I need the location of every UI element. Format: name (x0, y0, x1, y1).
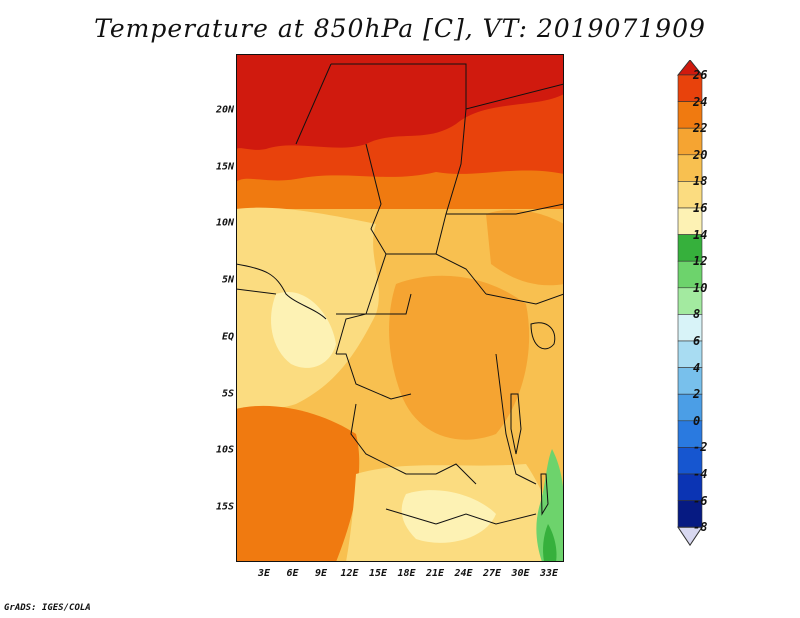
colorbar-segment (677, 74, 703, 102)
colorbar-segment (677, 473, 703, 501)
map-frame (236, 54, 564, 562)
colorbar-segment (677, 127, 703, 156)
colorbar-tick-label: 20 (693, 147, 708, 162)
colorbar-segment (677, 181, 703, 209)
colorbar-segment (677, 260, 703, 289)
latitude-label: 5S (221, 388, 234, 399)
colorbar-tick-label: -6 (693, 493, 708, 508)
temp-region-southeast-10 (536, 449, 564, 562)
chart-title: Temperature at 850hPa [C], VT: 201907190… (94, 14, 706, 43)
colorbar-tick-label: -4 (693, 467, 708, 481)
colorbar-segment (677, 314, 703, 342)
latitude-label: 15S (215, 501, 234, 513)
longitude-label: 6E (286, 568, 299, 579)
longitude-label: 15E (368, 568, 388, 579)
country-borders (236, 63, 564, 525)
colorbar-tick-label: 8 (693, 307, 701, 322)
colorbar (676, 60, 704, 547)
colorbar-segment (677, 500, 703, 528)
colorbar-tick-label: -2 (693, 440, 708, 455)
latitude-label: 10N (215, 217, 234, 229)
colorbar-tick-label: 6 (693, 334, 701, 348)
colorbar-tick-label: 0 (693, 413, 701, 428)
lake-tanganyika (510, 393, 522, 455)
colorbar-tick-label: 18 (693, 174, 708, 189)
colorbar-segment (677, 420, 703, 448)
latitude-label: 15N (215, 161, 234, 173)
lake-malawi (540, 473, 549, 516)
colorbar-segment (677, 287, 703, 315)
credit-label: GrADS: IGES/COLA (4, 603, 91, 613)
map-canvas (236, 54, 564, 562)
latitude-label: 10S (215, 444, 234, 456)
colorbar-tick-label: 26 (693, 68, 708, 82)
temp-region-south-14 (401, 490, 496, 543)
colorbar-segment (677, 154, 703, 182)
colorbar-segment (677, 207, 703, 235)
colorbar-segment (677, 447, 703, 475)
colorbar-segment (677, 340, 703, 368)
longitude-label: 30E (511, 568, 530, 579)
longitude-label: 9E (314, 568, 328, 579)
colorbar-segment (677, 367, 703, 395)
latitude-label: EQ (221, 331, 234, 343)
temp-region-west-14 (271, 292, 336, 368)
temp-region-east-20 (486, 209, 564, 286)
longitude-label: 21E (425, 568, 445, 579)
colorbar-tick-label: 12 (693, 254, 708, 269)
temperature-map (236, 54, 564, 562)
temp-region-central-20 (389, 275, 530, 440)
temp-region-southeast-12 (543, 524, 557, 562)
longitude-label: 3E (257, 568, 271, 579)
colorbar-tick-label: 4 (693, 360, 701, 375)
colorbar-tick-label: 24 (693, 94, 708, 109)
colorbar-min-arrow (677, 526, 703, 547)
latitude-label: 5N (221, 274, 234, 286)
longitude-label: 18E (397, 568, 416, 579)
colorbar-tick-label: -8 (693, 520, 708, 535)
latitude-label: 20N (215, 104, 234, 116)
longitude-label: 24E (454, 568, 473, 579)
temp-band-26 (236, 54, 564, 150)
colorbar-segment (677, 101, 703, 129)
longitude-label: 33E (539, 568, 559, 579)
colorbar-segment (677, 234, 703, 262)
lake-victoria (530, 322, 556, 350)
colorbar-tick-label: 14 (693, 227, 708, 242)
longitude-label: 27E (482, 568, 502, 579)
colorbar-tick-label: 2 (693, 387, 701, 402)
colorbar-tick-label: 22 (693, 121, 708, 136)
colorbar-tick-label: 16 (693, 201, 708, 215)
colorbar-tick-label: 10 (693, 280, 708, 295)
temp-region-southwest-22 (236, 405, 360, 562)
colorbar-segment (677, 393, 703, 422)
longitude-label: 12E (340, 568, 359, 579)
